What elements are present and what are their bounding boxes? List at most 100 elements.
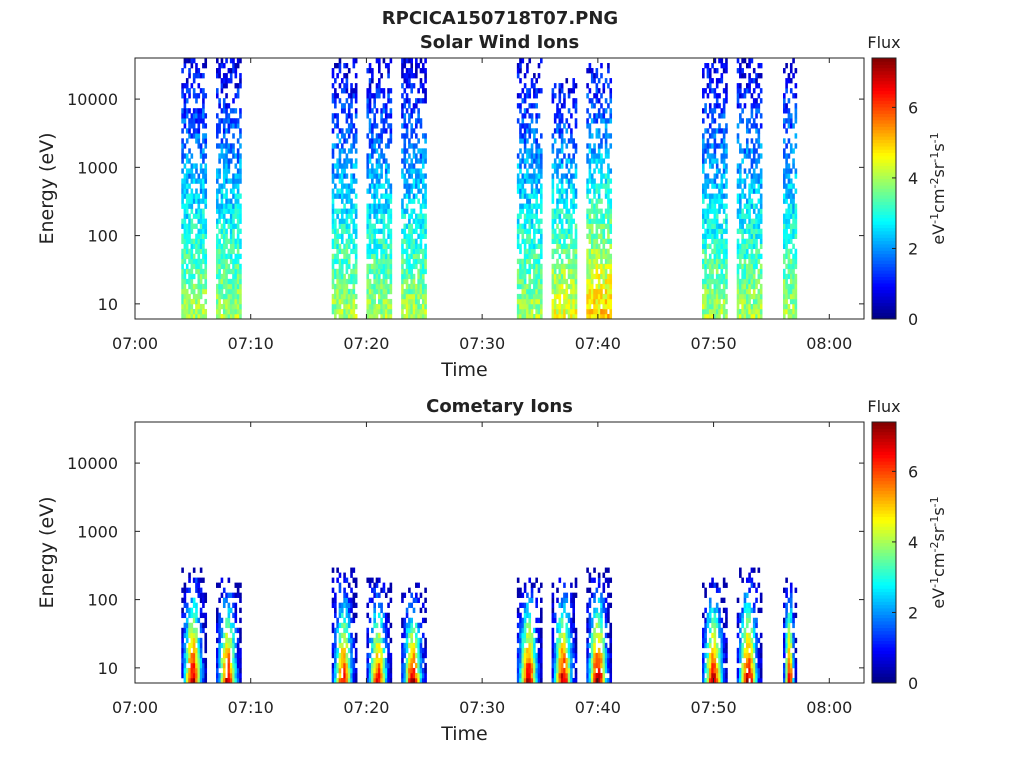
- heatmap-cell: [334, 269, 337, 274]
- heatmap-cell: [216, 658, 219, 663]
- heatmap-cell: [755, 78, 758, 83]
- heatmap-cell: [572, 209, 575, 214]
- heatmap-cell: [383, 289, 386, 294]
- heatmap-cell: [415, 214, 418, 219]
- heatmap-cell: [195, 178, 198, 183]
- heatmap-cell: [235, 673, 238, 678]
- heatmap-cell: [235, 153, 238, 158]
- heatmap-cell: [593, 254, 596, 259]
- heatmap-cell: [223, 304, 226, 309]
- heatmap-cell: [195, 194, 198, 199]
- heatmap-cell: [565, 173, 568, 178]
- heatmap-cell: [591, 68, 594, 73]
- heatmap-cell: [350, 668, 353, 673]
- heatmap-cell: [193, 108, 196, 113]
- heatmap-cell: [387, 163, 390, 168]
- heatmap-cell: [373, 148, 376, 153]
- heatmap-cell: [598, 189, 601, 194]
- heatmap-cell: [346, 294, 349, 299]
- heatmap-cell: [383, 108, 386, 113]
- heatmap-cell: [598, 148, 601, 153]
- heatmap-cell: [239, 229, 242, 234]
- heatmap-cell: [332, 254, 335, 259]
- heatmap-cell: [373, 638, 376, 643]
- heatmap-cell: [753, 143, 756, 148]
- heatmap-cell: [403, 73, 406, 78]
- heatmap-cell: [575, 304, 578, 309]
- heatmap-cell: [385, 113, 388, 118]
- heatmap-cell: [341, 623, 344, 628]
- heatmap-cell: [191, 244, 194, 249]
- heatmap-cell: [554, 93, 557, 98]
- heatmap-cell: [373, 588, 376, 593]
- heatmap-cell: [334, 673, 337, 678]
- heatmap-cell: [339, 98, 342, 103]
- heatmap-cell: [415, 254, 418, 259]
- heatmap-cell: [714, 204, 717, 209]
- heatmap-cell: [403, 163, 406, 168]
- heatmap-cell: [524, 628, 527, 633]
- heatmap-cell: [383, 153, 386, 158]
- heatmap-cell: [406, 633, 409, 638]
- heatmap-cell: [223, 103, 226, 108]
- heatmap-cell: [741, 214, 744, 219]
- heatmap-cell: [605, 214, 608, 219]
- heatmap-cell: [737, 93, 740, 98]
- heatmap-cell: [350, 83, 353, 88]
- heatmap-cell: [707, 229, 710, 234]
- colorbar-segment: [872, 110, 896, 114]
- heatmap-cell: [366, 638, 369, 643]
- heatmap-cell: [517, 178, 520, 183]
- heatmap-cell: [184, 118, 187, 123]
- heatmap-cell: [336, 63, 339, 68]
- heatmap-cell: [387, 259, 390, 264]
- heatmap-cell: [788, 289, 791, 294]
- heatmap-cell: [378, 219, 381, 224]
- heatmap-cell: [568, 249, 571, 254]
- heatmap-cell: [739, 118, 742, 123]
- heatmap-cell: [343, 229, 346, 234]
- heatmap-cell: [371, 269, 374, 274]
- heatmap-cell: [517, 274, 520, 279]
- heatmap-cell: [559, 254, 562, 259]
- heatmap-cell: [376, 633, 379, 638]
- heatmap-cell: [390, 588, 393, 593]
- heatmap-cell: [535, 219, 538, 224]
- heatmap-cell: [607, 214, 610, 219]
- heatmap-cell: [403, 113, 406, 118]
- heatmap-cell: [556, 123, 559, 128]
- heatmap-cell: [760, 88, 763, 93]
- heatmap-cell: [385, 63, 388, 68]
- heatmap-cell: [600, 294, 603, 299]
- heatmap-cell: [239, 284, 242, 289]
- heatmap-cell: [714, 88, 717, 93]
- heatmap-cell: [228, 224, 231, 229]
- heatmap-cell: [785, 83, 788, 88]
- heatmap-cell: [519, 658, 522, 663]
- heatmap-cell: [406, 259, 409, 264]
- heatmap-cell: [714, 284, 717, 289]
- heatmap-cell: [343, 108, 346, 113]
- heatmap-cell: [239, 244, 242, 249]
- heatmap-cell: [410, 618, 413, 623]
- heatmap-cell: [716, 194, 719, 199]
- heatmap-cell: [424, 224, 427, 229]
- heatmap-cell: [371, 578, 374, 583]
- heatmap-cell: [591, 254, 594, 259]
- heatmap-cell: [704, 299, 707, 304]
- heatmap-cell: [232, 663, 235, 668]
- heatmap-cell: [387, 168, 390, 173]
- heatmap-cell: [230, 299, 233, 304]
- heatmap-cell: [517, 648, 520, 653]
- heatmap-cell: [741, 229, 744, 234]
- heatmap-cell: [401, 259, 404, 264]
- heatmap-cell: [716, 168, 719, 173]
- heatmap-cell: [378, 638, 381, 643]
- heatmap-cell: [519, 274, 522, 279]
- heatmap-cell: [420, 58, 423, 63]
- heatmap-cell: [554, 229, 557, 234]
- heatmap-cell: [415, 264, 418, 269]
- heatmap-cell: [788, 123, 791, 128]
- heatmap-cell: [355, 638, 358, 643]
